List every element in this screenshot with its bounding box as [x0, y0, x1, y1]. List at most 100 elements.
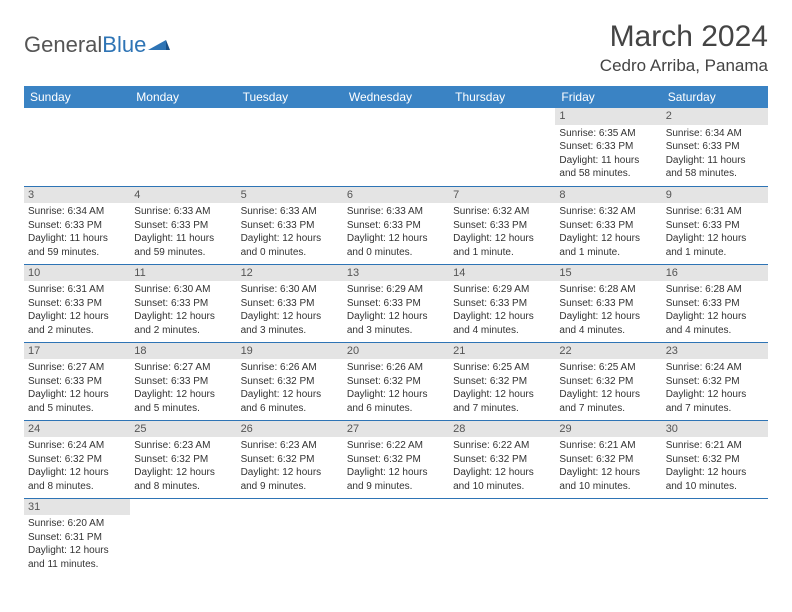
calendar-cell	[449, 498, 555, 576]
sunset-line: Sunset: 6:32 PM	[666, 453, 764, 467]
weekday-header-row: Sunday Monday Tuesday Wednesday Thursday…	[24, 86, 768, 108]
daylight-line: Daylight: 12 hours and 7 minutes.	[453, 388, 551, 415]
daylight-line: Daylight: 12 hours and 9 minutes.	[347, 466, 445, 493]
sunset-line: Sunset: 6:32 PM	[666, 375, 764, 389]
calendar-cell: 1Sunrise: 6:35 AMSunset: 6:33 PMDaylight…	[555, 108, 661, 186]
calendar-row: 1Sunrise: 6:35 AMSunset: 6:33 PMDaylight…	[24, 108, 768, 186]
day-number: 23	[662, 343, 768, 360]
calendar-cell	[343, 108, 449, 186]
daylight-line: Daylight: 11 hours and 59 minutes.	[134, 232, 232, 259]
sunrise-line: Sunrise: 6:30 AM	[241, 283, 339, 297]
calendar-cell: 23Sunrise: 6:24 AMSunset: 6:32 PMDayligh…	[662, 342, 768, 420]
sunrise-line: Sunrise: 6:32 AM	[559, 205, 657, 219]
sunrise-line: Sunrise: 6:21 AM	[666, 439, 764, 453]
weekday-header: Saturday	[662, 86, 768, 108]
calendar-cell: 28Sunrise: 6:22 AMSunset: 6:32 PMDayligh…	[449, 420, 555, 498]
day-number: 20	[343, 343, 449, 360]
calendar-cell: 8Sunrise: 6:32 AMSunset: 6:33 PMDaylight…	[555, 186, 661, 264]
daylight-line: Daylight: 12 hours and 5 minutes.	[134, 388, 232, 415]
calendar-cell: 31Sunrise: 6:20 AMSunset: 6:31 PMDayligh…	[24, 498, 130, 576]
calendar-cell	[449, 108, 555, 186]
day-number: 15	[555, 265, 661, 282]
calendar-row: 17Sunrise: 6:27 AMSunset: 6:33 PMDayligh…	[24, 342, 768, 420]
sunset-line: Sunset: 6:33 PM	[28, 219, 126, 233]
calendar-cell: 3Sunrise: 6:34 AMSunset: 6:33 PMDaylight…	[24, 186, 130, 264]
day-number: 31	[24, 499, 130, 516]
day-number: 12	[237, 265, 343, 282]
calendar-cell: 10Sunrise: 6:31 AMSunset: 6:33 PMDayligh…	[24, 264, 130, 342]
daylight-line: Daylight: 12 hours and 3 minutes.	[347, 310, 445, 337]
sunset-line: Sunset: 6:32 PM	[559, 453, 657, 467]
calendar-row: 10Sunrise: 6:31 AMSunset: 6:33 PMDayligh…	[24, 264, 768, 342]
sunset-line: Sunset: 6:33 PM	[666, 140, 764, 154]
daylight-line: Daylight: 12 hours and 10 minutes.	[666, 466, 764, 493]
day-number: 22	[555, 343, 661, 360]
calendar-cell: 9Sunrise: 6:31 AMSunset: 6:33 PMDaylight…	[662, 186, 768, 264]
sunset-line: Sunset: 6:33 PM	[134, 297, 232, 311]
calendar-row: 24Sunrise: 6:24 AMSunset: 6:32 PMDayligh…	[24, 420, 768, 498]
sunrise-line: Sunrise: 6:31 AM	[28, 283, 126, 297]
daylight-line: Daylight: 12 hours and 11 minutes.	[28, 544, 126, 571]
sunset-line: Sunset: 6:32 PM	[241, 453, 339, 467]
day-number: 14	[449, 265, 555, 282]
calendar-cell: 21Sunrise: 6:25 AMSunset: 6:32 PMDayligh…	[449, 342, 555, 420]
day-number: 3	[24, 187, 130, 204]
sunset-line: Sunset: 6:33 PM	[241, 297, 339, 311]
daylight-line: Daylight: 12 hours and 1 minute.	[666, 232, 764, 259]
sunrise-line: Sunrise: 6:28 AM	[666, 283, 764, 297]
sunrise-line: Sunrise: 6:29 AM	[453, 283, 551, 297]
sunset-line: Sunset: 6:32 PM	[453, 453, 551, 467]
daylight-line: Daylight: 12 hours and 4 minutes.	[666, 310, 764, 337]
calendar-cell: 15Sunrise: 6:28 AMSunset: 6:33 PMDayligh…	[555, 264, 661, 342]
daylight-line: Daylight: 12 hours and 3 minutes.	[241, 310, 339, 337]
day-number: 19	[237, 343, 343, 360]
day-number: 18	[130, 343, 236, 360]
daylight-line: Daylight: 11 hours and 58 minutes.	[666, 154, 764, 181]
daylight-line: Daylight: 12 hours and 4 minutes.	[453, 310, 551, 337]
sunrise-line: Sunrise: 6:25 AM	[559, 361, 657, 375]
sunset-line: Sunset: 6:33 PM	[453, 219, 551, 233]
calendar-row: 3Sunrise: 6:34 AMSunset: 6:33 PMDaylight…	[24, 186, 768, 264]
sunrise-line: Sunrise: 6:26 AM	[241, 361, 339, 375]
sunset-line: Sunset: 6:33 PM	[559, 219, 657, 233]
calendar-cell: 7Sunrise: 6:32 AMSunset: 6:33 PMDaylight…	[449, 186, 555, 264]
calendar-cell: 27Sunrise: 6:22 AMSunset: 6:32 PMDayligh…	[343, 420, 449, 498]
day-number: 4	[130, 187, 236, 204]
calendar-cell: 17Sunrise: 6:27 AMSunset: 6:33 PMDayligh…	[24, 342, 130, 420]
calendar-cell	[662, 498, 768, 576]
day-number: 25	[130, 421, 236, 438]
sunset-line: Sunset: 6:33 PM	[666, 219, 764, 233]
weekday-header: Wednesday	[343, 86, 449, 108]
sunset-line: Sunset: 6:33 PM	[28, 297, 126, 311]
sunset-line: Sunset: 6:32 PM	[134, 453, 232, 467]
calendar-cell: 14Sunrise: 6:29 AMSunset: 6:33 PMDayligh…	[449, 264, 555, 342]
calendar-cell	[343, 498, 449, 576]
sunrise-line: Sunrise: 6:34 AM	[28, 205, 126, 219]
calendar-cell: 12Sunrise: 6:30 AMSunset: 6:33 PMDayligh…	[237, 264, 343, 342]
sunrise-line: Sunrise: 6:24 AM	[28, 439, 126, 453]
calendar-cell: 13Sunrise: 6:29 AMSunset: 6:33 PMDayligh…	[343, 264, 449, 342]
daylight-line: Daylight: 12 hours and 7 minutes.	[559, 388, 657, 415]
sunset-line: Sunset: 6:33 PM	[347, 219, 445, 233]
sunset-line: Sunset: 6:33 PM	[134, 219, 232, 233]
daylight-line: Daylight: 12 hours and 2 minutes.	[28, 310, 126, 337]
sunrise-line: Sunrise: 6:21 AM	[559, 439, 657, 453]
sunrise-line: Sunrise: 6:33 AM	[347, 205, 445, 219]
sunrise-line: Sunrise: 6:33 AM	[134, 205, 232, 219]
sunset-line: Sunset: 6:33 PM	[453, 297, 551, 311]
sunset-line: Sunset: 6:33 PM	[134, 375, 232, 389]
sunset-line: Sunset: 6:33 PM	[559, 140, 657, 154]
title-block: March 2024 Cedro Arriba, Panama	[600, 20, 768, 76]
sunrise-line: Sunrise: 6:27 AM	[28, 361, 126, 375]
sunrise-line: Sunrise: 6:22 AM	[347, 439, 445, 453]
sunset-line: Sunset: 6:33 PM	[241, 219, 339, 233]
calendar-cell: 5Sunrise: 6:33 AMSunset: 6:33 PMDaylight…	[237, 186, 343, 264]
day-number: 17	[24, 343, 130, 360]
sunrise-line: Sunrise: 6:30 AM	[134, 283, 232, 297]
daylight-line: Daylight: 12 hours and 8 minutes.	[28, 466, 126, 493]
calendar-cell: 11Sunrise: 6:30 AMSunset: 6:33 PMDayligh…	[130, 264, 236, 342]
daylight-line: Daylight: 12 hours and 10 minutes.	[453, 466, 551, 493]
sunset-line: Sunset: 6:32 PM	[559, 375, 657, 389]
day-number: 2	[662, 108, 768, 125]
daylight-line: Daylight: 12 hours and 9 minutes.	[241, 466, 339, 493]
